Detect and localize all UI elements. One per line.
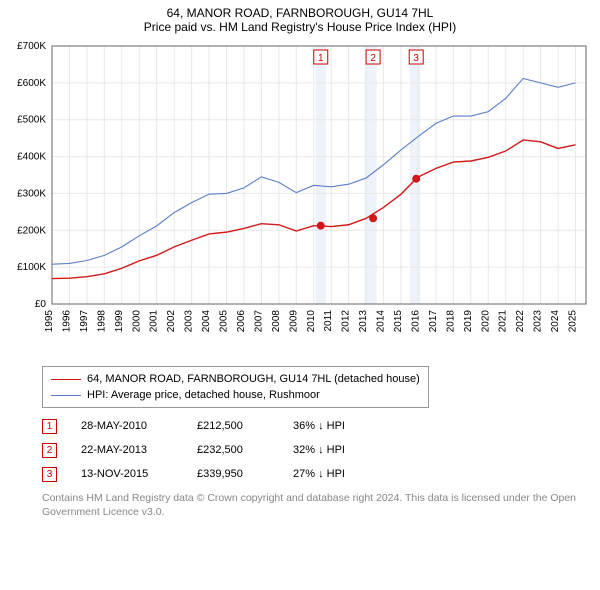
annotation-row: 3 13-NOV-2015 £339,950 27% ↓ HPI [42,462,592,486]
svg-text:£600K: £600K [17,78,46,89]
svg-text:2004: 2004 [201,310,212,333]
svg-text:£200K: £200K [17,225,46,236]
svg-text:3: 3 [413,53,419,64]
annotation-delta: 32% ↓ HPI [293,444,345,456]
svg-text:2025: 2025 [568,310,579,333]
svg-text:2020: 2020 [480,310,491,333]
svg-text:£700K: £700K [17,41,46,52]
annotation-date: 28-MAY-2010 [81,420,173,432]
svg-text:2018: 2018 [445,310,456,333]
annotation-price: £339,950 [197,468,269,480]
legend-swatch [51,395,81,396]
annotation-price: £212,500 [197,420,269,432]
svg-text:2014: 2014 [376,310,387,333]
svg-text:2002: 2002 [166,310,177,333]
footer-text: Contains HM Land Registry data © Crown c… [42,492,592,519]
svg-text:2007: 2007 [253,310,264,333]
legend-label: 64, MANOR ROAD, FARNBOROUGH, GU14 7HL (d… [87,371,420,387]
svg-text:2024: 2024 [550,310,561,333]
svg-text:2013: 2013 [358,310,369,333]
svg-text:£100K: £100K [17,262,46,273]
legend-row: 64, MANOR ROAD, FARNBOROUGH, GU14 7HL (d… [51,371,420,387]
svg-text:1997: 1997 [79,310,90,333]
annotation-badge: 1 [42,419,57,434]
annotation-delta: 36% ↓ HPI [293,420,345,432]
svg-text:£300K: £300K [17,188,46,199]
annotation-row: 1 28-MAY-2010 £212,500 36% ↓ HPI [42,414,592,438]
svg-text:2: 2 [370,53,376,64]
svg-text:2011: 2011 [323,310,334,332]
annotation-row: 2 22-MAY-2013 £232,500 32% ↓ HPI [42,438,592,462]
svg-text:2009: 2009 [288,310,299,333]
svg-text:2023: 2023 [533,310,544,333]
svg-text:2008: 2008 [271,310,282,333]
svg-text:£0: £0 [35,299,47,310]
svg-text:2003: 2003 [184,310,195,333]
legend-label: HPI: Average price, detached house, Rush… [87,387,320,403]
svg-text:£500K: £500K [17,115,46,126]
svg-text:2005: 2005 [219,310,230,333]
svg-text:2021: 2021 [498,310,509,333]
annotation-delta: 27% ↓ HPI [293,468,345,480]
annotation-date: 13-NOV-2015 [81,468,173,480]
svg-text:2022: 2022 [515,310,526,333]
annotation-badge: 3 [42,467,57,482]
svg-text:2010: 2010 [306,310,317,333]
legend: 64, MANOR ROAD, FARNBOROUGH, GU14 7HL (d… [42,366,429,408]
legend-row: HPI: Average price, detached house, Rush… [51,387,420,403]
svg-text:2019: 2019 [463,310,474,333]
svg-text:2015: 2015 [393,310,404,333]
legend-swatch [51,379,81,380]
annotations-table: 1 28-MAY-2010 £212,500 36% ↓ HPI 2 22-MAY-201… [42,414,592,486]
page-subtitle: Price paid vs. HM Land Registry's House … [8,20,592,34]
svg-text:2001: 2001 [149,310,160,333]
svg-text:1: 1 [318,53,324,64]
svg-text:2006: 2006 [236,310,247,333]
svg-text:£400K: £400K [17,152,46,163]
page-title: 64, MANOR ROAD, FARNBOROUGH, GU14 7HL [8,6,592,20]
svg-text:1999: 1999 [114,310,125,333]
svg-text:2017: 2017 [428,310,439,333]
annotation-badge: 2 [42,443,57,458]
svg-text:1995: 1995 [44,310,55,333]
svg-text:2012: 2012 [341,310,352,333]
annotation-price: £232,500 [197,444,269,456]
price-chart: £0 £100K £200K £300K £400K £500K £600K £700K 199… [8,38,592,358]
svg-text:2016: 2016 [410,310,421,333]
svg-text:2000: 2000 [131,310,142,333]
svg-text:1998: 1998 [96,310,107,333]
annotation-date: 22-MAY-2013 [81,444,173,456]
svg-text:1996: 1996 [61,310,72,333]
